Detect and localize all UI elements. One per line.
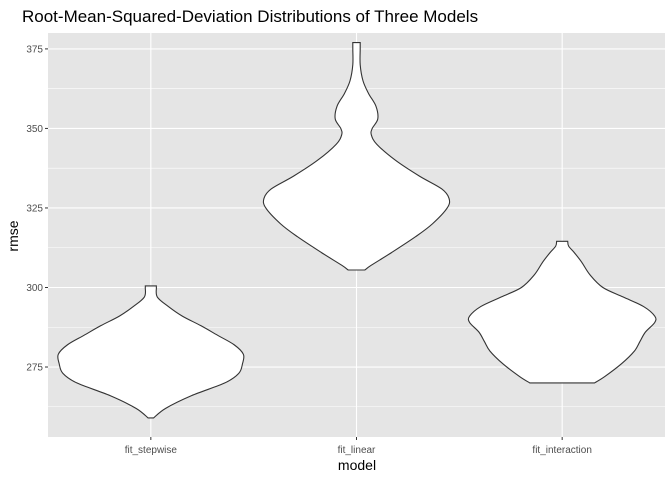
y-axis: 275 300 325 350 375 xyxy=(26,44,48,374)
violin-fit_stepwise xyxy=(57,285,245,419)
y-tick-label: 350 xyxy=(26,124,43,135)
x-tick-label: fit_stepwise xyxy=(125,445,178,456)
x-tick-label: fit_linear xyxy=(338,445,376,456)
y-tick-label: 275 xyxy=(26,363,43,374)
violins xyxy=(57,41,657,419)
y-tick-label: 375 xyxy=(26,44,43,55)
y-axis-title: rmse xyxy=(5,220,21,251)
y-tick-label: 325 xyxy=(26,203,43,214)
violin-fit_interaction xyxy=(467,240,657,384)
x-axis: fit_stepwise fit_linear fit_interaction xyxy=(125,437,592,456)
y-tick-label: 300 xyxy=(26,283,43,294)
x-tick-label: fit_interaction xyxy=(532,445,591,456)
x-axis-title: model xyxy=(338,457,376,473)
violin-fit_linear xyxy=(262,41,451,271)
chart-title: Root-Mean-Squared-Deviation Distribution… xyxy=(22,7,478,26)
